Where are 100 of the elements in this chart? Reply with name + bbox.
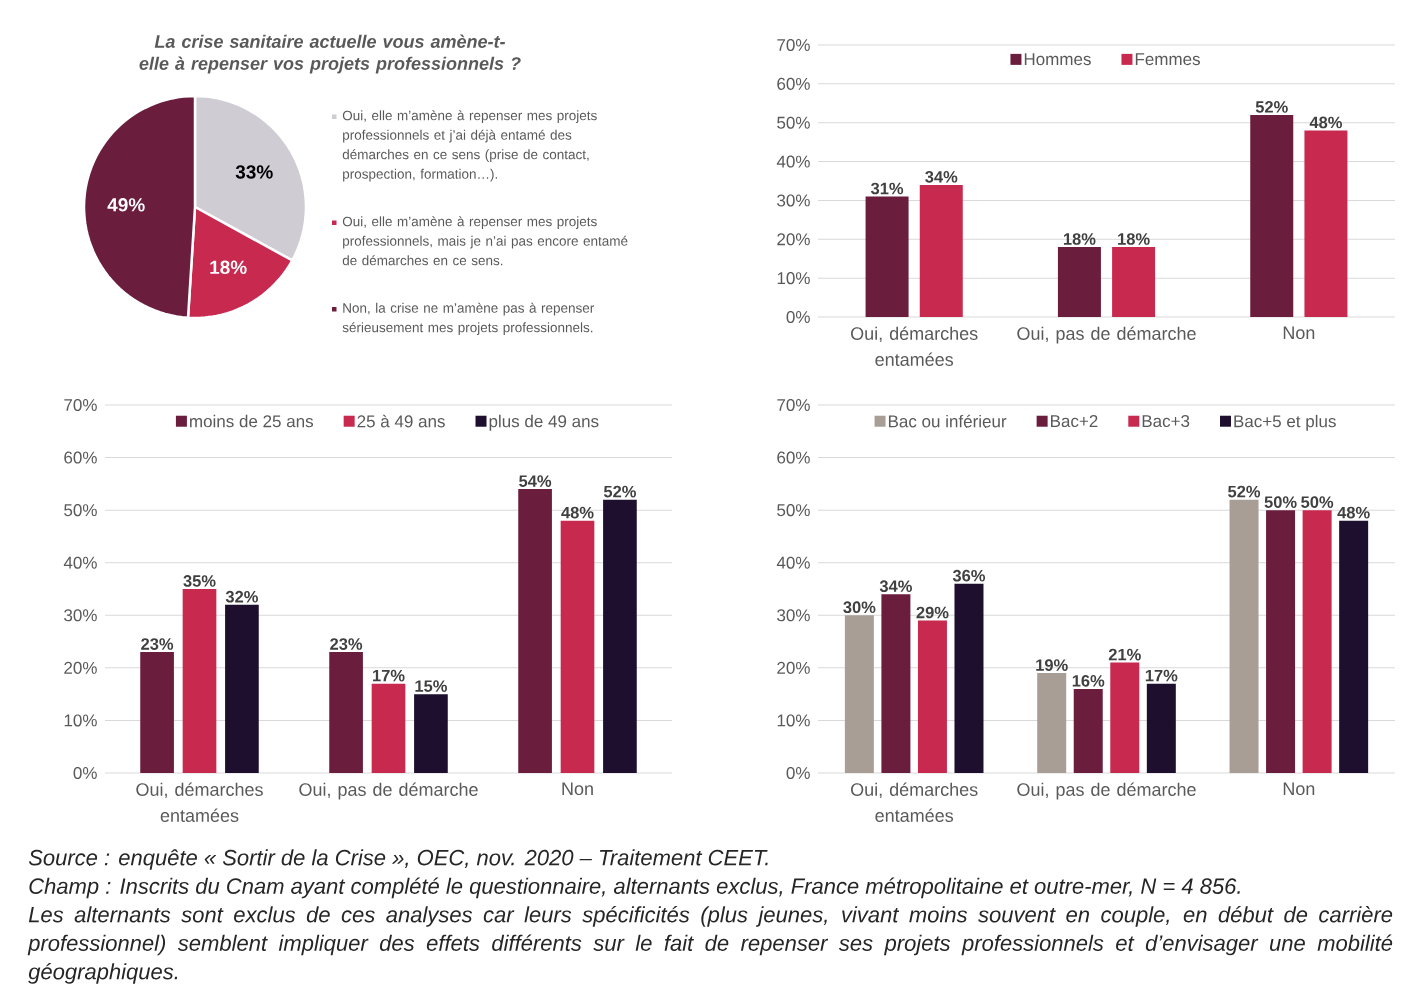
legend-label: Non, la crise ne m’amène pas à repenser sérieusement mes projets professionnels. [342, 302, 595, 335]
x-tick-label: Oui, démarches entamées [851, 326, 978, 366]
data-label: 23% [141, 638, 174, 650]
bar [881, 594, 911, 773]
bar [371, 683, 406, 773]
data-label: 35% [183, 575, 216, 587]
legend-label: moins de 25 ans [190, 414, 314, 428]
data-label: 54% [519, 475, 552, 487]
data-label: 52% [1255, 101, 1288, 113]
y-tick-label: 50% [64, 504, 97, 517]
data-label: 21% [1108, 648, 1141, 661]
x-tick-label: Oui, pas de démarche [299, 782, 478, 800]
y-tick-label: 20% [777, 661, 810, 674]
y-tick-label: 0% [786, 310, 810, 324]
data-label: 48% [1337, 506, 1370, 519]
bar [1229, 499, 1259, 773]
source-note: Source : enquête « Sortir de la Crise », OEC, nov. 2020 – Traitement CEET. [28, 849, 768, 870]
bar [1073, 688, 1103, 773]
y-tick-label: 40% [776, 155, 810, 168]
y-tick-label: 60% [777, 77, 810, 90]
x-tick-label: Non [1283, 326, 1315, 340]
data-label: 18% [1063, 233, 1096, 245]
bar [603, 499, 637, 773]
y-tick-label: 70% [777, 38, 810, 52]
legend-label: plus de 49 ans [489, 414, 599, 431]
y-tick-label: 30% [777, 609, 810, 622]
data-label: 19% [1036, 659, 1068, 671]
data-label: 17% [1145, 669, 1178, 682]
data-label: 52% [603, 485, 636, 498]
bar [329, 652, 363, 773]
y-tick-label: 0% [73, 766, 97, 780]
y-tick-label: 50% [777, 504, 810, 517]
bar [560, 520, 595, 773]
data-label: 17% [373, 669, 405, 682]
data-label: 30% [843, 601, 876, 614]
data-label: 50% [1264, 496, 1297, 508]
data-label: 23% [330, 638, 363, 650]
data-label: 15% [415, 680, 447, 692]
data-label: 50% [1301, 496, 1334, 508]
bar [1339, 520, 1369, 773]
y-tick-label: 40% [776, 556, 810, 569]
data-label: 34% [879, 580, 912, 593]
x-tick-label: Non [1283, 782, 1315, 796]
bar [1146, 683, 1176, 773]
data-label: 52% [1228, 485, 1261, 498]
bar [518, 489, 552, 773]
bar [1057, 247, 1101, 317]
y-tick-label: 70% [777, 398, 810, 412]
bar [1110, 662, 1140, 773]
legend-label: 25 à 49 ans [357, 414, 445, 428]
y-tick-label: 70% [64, 398, 97, 412]
bar [919, 184, 963, 317]
data-label: 32% [225, 590, 258, 603]
bar [844, 615, 874, 773]
x-tick-label: Oui, démarches entamées [136, 782, 263, 822]
data-label: 33% [235, 165, 273, 179]
y-tick-label: 10% [777, 714, 810, 727]
legend-label: Hommes [1024, 53, 1091, 66]
legend-label: Bac ou inférieur [888, 414, 1007, 428]
y-tick-label: 50% [777, 116, 810, 129]
x-tick-label: Oui, pas de démarche [1017, 782, 1196, 800]
bar [1037, 673, 1067, 773]
legend-label: Oui, elle m’amène à repenser mes projets professionnels et j’ai déjà entamé des démarches en ce sens (prise de contact, prospection, formation…). [342, 110, 597, 182]
y-tick-label: 60% [64, 451, 97, 464]
legend-label: Bac+5 et plus [1234, 414, 1336, 431]
y-tick-label: 0% [786, 766, 810, 780]
data-label: 36% [952, 569, 986, 582]
bar [140, 652, 174, 773]
y-tick-label: 10% [777, 272, 810, 285]
data-label: 18% [210, 260, 247, 275]
data-label: 48% [561, 506, 594, 519]
legend-label: Oui, elle m’amène à repenser mes projets professionnels, mais je n’ai pas encore entamé de démarches en ce sens. [342, 216, 628, 266]
legend-label: Bac+2 [1051, 415, 1098, 428]
text: Les alternants sont exclus de ces analyses car leurs spécificités (plus jeunes, vivant moins souvent en couple, en début de carrière professionnel) semblent impliquer des effets différents sur le fait de repenser ses projets professionnels et d’envisager une mobilité géographiques. [27, 906, 1393, 984]
data-label: 29% [916, 606, 949, 619]
bar [917, 620, 947, 773]
y-tick-label: 30% [777, 194, 810, 207]
y-tick-label: 60% [777, 451, 810, 464]
data-label: 16% [1072, 675, 1105, 687]
text: Champ : Inscrits du Cnam ayant complété le questionnaire, alternants exclus, France métropolitaine et outre-mer, N = 4 856. [29, 877, 1240, 899]
bar [1112, 247, 1156, 317]
bar [414, 694, 448, 773]
bar [1302, 510, 1332, 773]
bar [1304, 130, 1348, 317]
y-tick-label: 20% [777, 233, 810, 246]
chart-title: La crise sanitaire actuelle vous amène-t-elle à repenser vos projets professionnels ? [139, 34, 521, 74]
x-tick-label: Oui, démarches entamées [851, 782, 978, 822]
bar [1250, 114, 1294, 317]
bar [182, 589, 217, 773]
data-label: 48% [1309, 116, 1343, 129]
legend-label: Femmes [1135, 53, 1200, 66]
legend-label: Bac+3 [1142, 415, 1190, 428]
bar [1266, 510, 1296, 773]
bar [225, 604, 259, 773]
bar [954, 583, 984, 773]
bar [865, 196, 909, 317]
y-tick-label: 30% [64, 609, 97, 622]
y-tick-label: 40% [63, 556, 97, 569]
x-tick-label: Non [562, 782, 593, 796]
data-label: 49% [107, 198, 145, 212]
